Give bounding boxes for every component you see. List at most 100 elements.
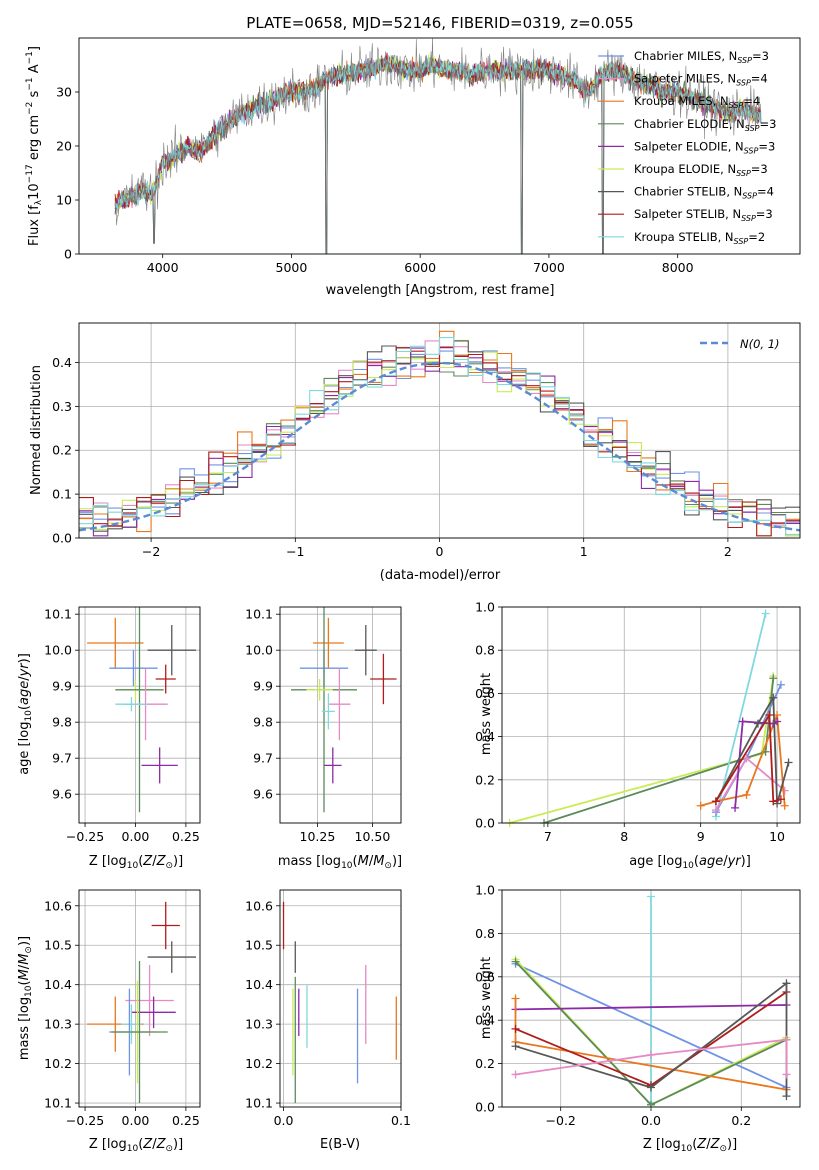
y-tick-label: 10.1 xyxy=(245,1096,273,1111)
y-tick-label: 10.3 xyxy=(245,1017,273,1032)
x-tick-label: 5000 xyxy=(276,260,308,275)
residual-histogram xyxy=(79,337,800,535)
spectrum-data-line xyxy=(114,38,762,254)
age-mass-xlabel-text: mass [log10(M/M⊙)] xyxy=(278,854,402,871)
mass-weight-marker xyxy=(769,674,778,683)
y-tick-label: 0.2 xyxy=(475,1056,495,1071)
y-tick-label: 0.4 xyxy=(475,729,495,744)
x-tick-label: 8000 xyxy=(662,260,694,275)
weight-age-ylabel: mass weight xyxy=(479,673,494,755)
spectrum-title: PLATE=0658, MJD=52146, FIBERID=0319, z=0… xyxy=(246,14,633,32)
mass-weight-marker xyxy=(647,1050,655,1059)
x-tick-label: 0.25 xyxy=(172,1113,200,1128)
mass-weight-marker xyxy=(769,693,778,702)
y-tick-label: 10.4 xyxy=(245,977,273,992)
mass-weight-marker xyxy=(647,1100,655,1109)
spectrum-ylabel-text: Flux [fλ10−17 erg cm−2 s−1 A−1] xyxy=(25,46,44,246)
axes-frame xyxy=(501,606,801,824)
x-tick-label: 0.25 xyxy=(172,829,200,844)
legend-entry: Salpeter MILES, NSSP=4 xyxy=(634,72,768,88)
axes-frame xyxy=(501,889,801,1108)
mass-weight-marker xyxy=(782,1092,791,1101)
y-tick-label: 10.1 xyxy=(245,607,273,622)
mass-weight-marker xyxy=(782,979,791,988)
y-tick-label: 10.5 xyxy=(44,938,72,953)
x-tick-label: 1 xyxy=(580,544,588,559)
residual-histogram xyxy=(79,346,800,537)
x-tick-label: 0.0 xyxy=(641,1113,661,1128)
y-tick-label: 10.6 xyxy=(245,898,273,913)
mass-Z-xlabel-text: Z [log10(Z/Z⊙)] xyxy=(89,1137,183,1154)
mass-weight-marker xyxy=(742,754,751,763)
spectrum-xlabel: wavelength [Angstrom, rest frame] xyxy=(326,283,555,298)
y-tick-label: 20 xyxy=(56,139,72,154)
y-tick-label: 0.0 xyxy=(475,816,495,831)
mass-weight-marker xyxy=(776,795,785,804)
mass-weight-marker xyxy=(782,1035,791,1044)
mass-weight-marker xyxy=(776,680,785,689)
y-tick-label: 0.0 xyxy=(475,1100,495,1115)
x-tick-label: 2 xyxy=(724,544,732,559)
x-tick-label: 7 xyxy=(544,829,552,844)
x-tick-label: 10.50 xyxy=(355,829,391,844)
y-tick-label: 10.5 xyxy=(245,938,273,953)
mass-Z-ylabel-text: mass [log10(M/M⊙)] xyxy=(17,936,34,1060)
x-tick-label: 9 xyxy=(697,829,705,844)
y-tick-label: 0.8 xyxy=(475,926,495,941)
mass-EBV-xlabel: E(B-V) xyxy=(320,1137,360,1152)
x-tick-label: 8 xyxy=(620,829,628,844)
mass-weight-marker xyxy=(711,806,720,815)
legend-entry: Salpeter STELIB, NSSP=3 xyxy=(634,207,773,223)
y-tick-label: 9.9 xyxy=(253,679,273,694)
axes-frame xyxy=(78,606,201,824)
age-vs-Z-axes: −0.25 0.00 0.25 9.6 9.7 9.8 9.9 10.0 10.1 xyxy=(44,607,200,844)
mass-weight-marker xyxy=(511,1042,520,1051)
y-tick-label: 10.1 xyxy=(44,1096,72,1111)
y-tick-label: 10.2 xyxy=(44,1056,72,1071)
y-tick-label: 10.6 xyxy=(44,898,72,913)
y-tick-label: 1.0 xyxy=(475,600,495,615)
axes-frame xyxy=(78,37,801,255)
y-tick-label: 0.6 xyxy=(475,686,495,701)
x-tick-label: 7000 xyxy=(533,260,565,275)
mass-weight-line xyxy=(715,613,767,817)
y-tick-label: 0.4 xyxy=(52,355,72,370)
y-tick-label: 10.2 xyxy=(245,1056,273,1071)
y-tick-label: 0.3 xyxy=(52,399,72,414)
x-tick-label: 0.00 xyxy=(122,1113,150,1128)
mass-weight-marker xyxy=(511,1070,520,1079)
y-tick-label: 10 xyxy=(56,193,72,208)
y-tick-label: 9.7 xyxy=(52,751,72,766)
mass-weight-line xyxy=(515,962,787,1089)
legend-entry: Kroupa STELIB, NSSP=2 xyxy=(634,230,765,246)
y-tick-label: 9.6 xyxy=(52,787,72,802)
mass-weight-marker xyxy=(696,801,705,810)
y-tick-label: 9.8 xyxy=(253,715,273,730)
weight-Z-xlabel-text: Z [log10(Z/Z⊙)] xyxy=(643,1137,737,1154)
gaussian-curve xyxy=(79,361,800,532)
x-tick-label: 0.00 xyxy=(122,829,150,844)
mass-weight-marker xyxy=(647,1083,655,1092)
x-tick-label: −0.25 xyxy=(66,829,104,844)
legend-entry: Chabrier ELODIE, NSSP=3 xyxy=(634,117,776,133)
y-tick-label: 9.7 xyxy=(253,751,273,766)
residuals-xlabel: (data-model)/error xyxy=(380,568,501,583)
y-tick-label: 10.3 xyxy=(44,1017,72,1032)
y-tick-label: 0.2 xyxy=(52,443,72,458)
mass-weight-marker xyxy=(780,801,789,810)
x-tick-label: −0.2 xyxy=(546,1113,576,1128)
y-tick-label: 30 xyxy=(56,85,72,100)
mass-weight-marker xyxy=(511,994,520,1003)
mass-weight-marker xyxy=(761,609,770,618)
y-tick-label: 10.0 xyxy=(245,643,273,658)
y-tick-label: 0 xyxy=(64,247,72,262)
age-Z-ylabel-text: age [log10(age/yr)] xyxy=(17,653,34,775)
mass-weight-marker xyxy=(765,711,774,719)
legend-entry: N(0, 1) xyxy=(740,337,780,351)
y-tick-label: 0.6 xyxy=(475,969,495,984)
mass-weight-marker xyxy=(711,797,720,806)
mass-vs-EBV-axes: 0.0 0.1 10.1 10.2 10.3 10.4 10.5 10.6 xyxy=(245,890,411,1128)
mass-weight-marker xyxy=(753,719,762,728)
mass-weight-marker xyxy=(647,892,655,901)
